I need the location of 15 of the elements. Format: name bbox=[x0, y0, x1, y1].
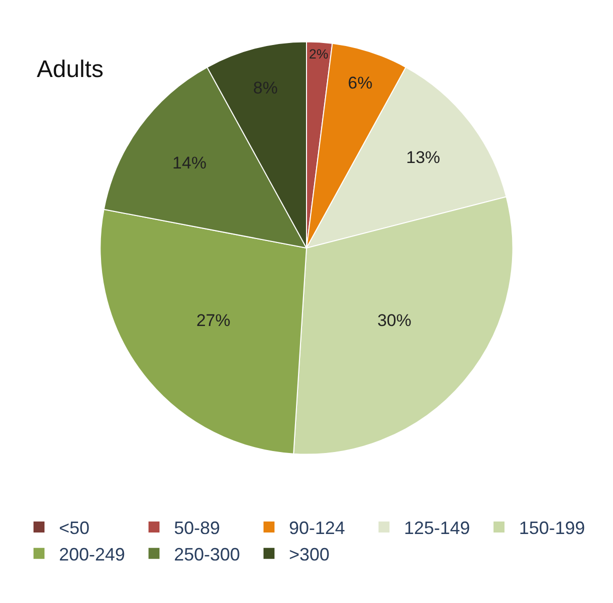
legend-label: 125-149 bbox=[404, 518, 470, 538]
legend-label: <50 bbox=[59, 518, 90, 538]
legend-label: 50-89 bbox=[174, 518, 220, 538]
data-label: 2% bbox=[309, 46, 328, 62]
text: Adults bbox=[36, 56, 104, 84]
legend-label: 90-124 bbox=[289, 518, 346, 538]
legend-label: >300 bbox=[289, 544, 330, 564]
data-label: 30% bbox=[377, 311, 412, 330]
legend-label: 150-199 bbox=[519, 518, 586, 538]
legend-label: 250-300 bbox=[174, 544, 240, 564]
data-label: 14% bbox=[172, 153, 206, 172]
data-label: 13% bbox=[406, 148, 440, 168]
data-label: 27% bbox=[196, 310, 230, 330]
data-label: 6% bbox=[348, 73, 372, 92]
legend-label: 200-249 bbox=[59, 544, 126, 564]
